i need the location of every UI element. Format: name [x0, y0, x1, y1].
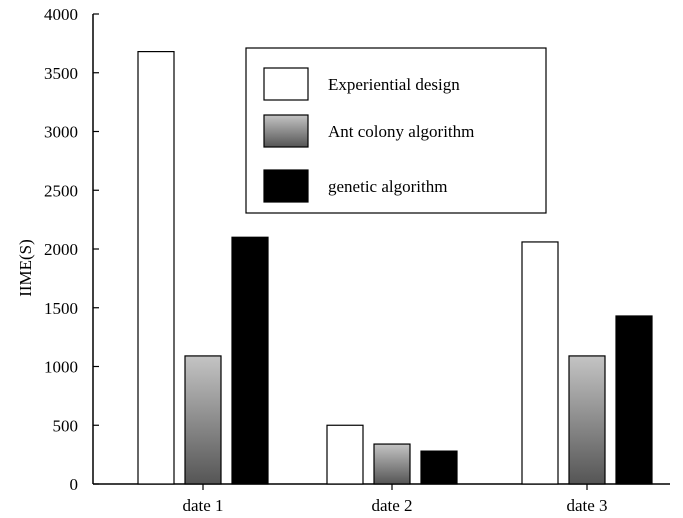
- bar-genetic-algorithm-date-3: [615, 315, 653, 485]
- y-tick-label: 3000: [44, 123, 78, 142]
- bar-genetic-algorithm-date-1: [231, 236, 269, 485]
- legend-swatch: [263, 114, 309, 148]
- legend: Experiential design Ant colony algorithm g…: [245, 47, 547, 214]
- y-tick-label: 500: [53, 416, 79, 435]
- bar-experiential-design-date-2: [326, 424, 364, 485]
- legend-swatch: [263, 169, 309, 203]
- y-tick-label: 4000: [44, 5, 78, 24]
- y-tick-label: 1500: [44, 299, 78, 318]
- bar-experiential-design-date-1: [137, 50, 175, 485]
- bar-ant-colony-algorithm-date-3: [568, 355, 606, 485]
- y-tick-label: 2000: [44, 240, 78, 259]
- y-tick-label: 0: [70, 475, 79, 494]
- bar-genetic-algorithm-date-2: [420, 450, 458, 485]
- legend-label: Experiential design: [328, 75, 460, 94]
- bar-experiential-design-date-3: [521, 241, 559, 485]
- legend-label: Ant colony algorithm: [328, 122, 474, 141]
- y-tick-label: 3500: [44, 64, 78, 83]
- x-tick-label: date 1: [182, 496, 223, 515]
- y-tick-label: 2500: [44, 181, 78, 200]
- legend-swatch: [263, 67, 309, 101]
- bar-ant-colony-algorithm-date-2: [373, 443, 411, 485]
- y-tick-label: 1000: [44, 358, 78, 377]
- x-tick-label: date 2: [371, 496, 412, 515]
- bars: [137, 50, 653, 485]
- bar-ant-colony-algorithm-date-1: [184, 355, 222, 485]
- legend-label: genetic algorithm: [328, 177, 447, 196]
- axes: 0 500 1000 1500 2000 2500 3000 3500 4000 date 1 da…: [44, 5, 670, 515]
- y-axis-label: IIME(S): [16, 239, 35, 297]
- x-tick-label: date 3: [566, 496, 607, 515]
